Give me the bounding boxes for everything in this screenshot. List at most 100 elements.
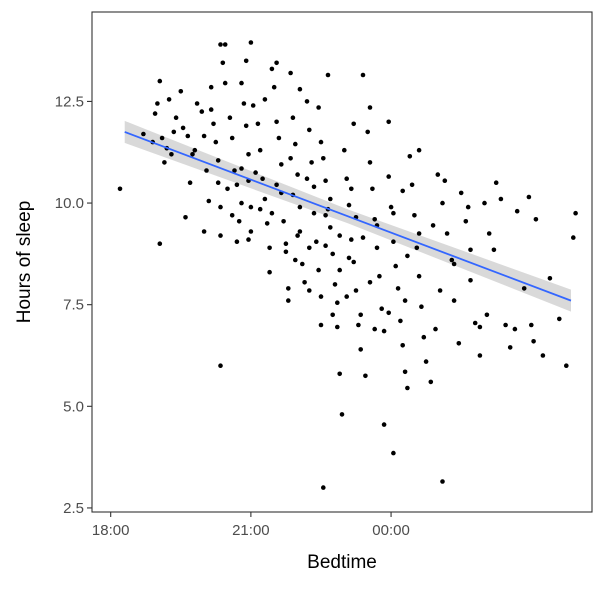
data-point (557, 316, 562, 322)
data-point (472, 320, 478, 326)
data-point (262, 196, 268, 202)
data-point (423, 359, 429, 364)
trend-line-layer (124, 131, 572, 302)
data-point (507, 345, 513, 350)
data-point (257, 147, 263, 153)
data-point (267, 269, 272, 275)
x-tick-label: 18:00 (92, 522, 130, 539)
data-point (344, 294, 350, 299)
data-point (391, 450, 396, 456)
data-point (234, 182, 240, 188)
data-point (335, 324, 340, 330)
data-point (288, 70, 293, 76)
data-point (402, 298, 408, 303)
data-point (564, 363, 569, 369)
data-point (173, 115, 179, 120)
data-point (190, 152, 195, 157)
x-axis-title: Bedtime (307, 552, 377, 573)
data-point (451, 261, 457, 267)
data-point (381, 422, 387, 427)
data-point (416, 147, 422, 153)
data-point (236, 219, 242, 224)
data-point (157, 241, 163, 246)
data-point (477, 324, 483, 330)
data-point (309, 160, 314, 165)
data-point (239, 166, 244, 171)
data-point (117, 186, 123, 192)
data-point (274, 119, 279, 125)
data-point (405, 253, 410, 259)
data-point (243, 123, 249, 129)
data-point (444, 231, 450, 236)
data-point (440, 479, 445, 484)
data-point (379, 306, 385, 312)
data-point (166, 97, 172, 102)
data-point (349, 237, 354, 242)
data-point (337, 233, 343, 238)
data-point (243, 58, 249, 64)
data-point (449, 257, 455, 263)
data-point (416, 231, 422, 236)
data-point (344, 176, 350, 181)
data-point (337, 267, 343, 273)
y-tick-label: 2.5 (63, 500, 84, 517)
data-point (405, 385, 410, 391)
data-point (400, 188, 406, 194)
data-point (328, 196, 333, 202)
y-tick-label: 7.5 (63, 297, 84, 314)
data-point (218, 363, 223, 369)
data-point (351, 121, 357, 127)
data-point (514, 208, 520, 214)
y-tick-label: 10.0 (55, 195, 84, 212)
data-point (208, 84, 214, 90)
data-point (269, 66, 275, 72)
data-point (321, 156, 326, 161)
points-layer (117, 40, 578, 490)
data-point (264, 221, 270, 226)
data-point (540, 353, 546, 358)
data-point (229, 213, 235, 218)
data-point (180, 125, 186, 131)
data-point (356, 322, 361, 328)
x-tick-label: 21:00 (232, 522, 270, 539)
data-point (349, 186, 354, 192)
data-point (199, 109, 205, 114)
data-point (185, 133, 191, 139)
data-point (458, 190, 464, 196)
data-point (215, 180, 221, 185)
data-point (521, 286, 527, 291)
data-point (358, 347, 364, 352)
data-point (468, 247, 473, 253)
data-point (531, 339, 536, 344)
data-point (433, 326, 438, 332)
data-point (482, 200, 487, 206)
data-point (335, 300, 340, 306)
data-point (141, 131, 146, 137)
data-point (414, 245, 420, 251)
data-point (323, 213, 328, 218)
data-point (222, 80, 228, 86)
data-point (229, 135, 235, 141)
data-point (248, 229, 254, 234)
data-point (257, 206, 263, 212)
data-point (456, 341, 462, 346)
data-point (491, 247, 497, 253)
data-point (430, 223, 436, 228)
data-point (386, 174, 392, 179)
data-point (484, 312, 490, 318)
data-point (295, 233, 300, 238)
data-point (307, 127, 312, 133)
data-point (395, 286, 401, 291)
data-point (337, 371, 343, 377)
data-point (367, 105, 373, 110)
data-point (246, 237, 251, 242)
data-point (328, 225, 333, 230)
data-point (493, 180, 499, 185)
data-point (269, 210, 275, 216)
data-point (512, 326, 518, 332)
data-point (351, 259, 357, 265)
data-point (391, 239, 396, 244)
data-point (416, 273, 422, 279)
data-point (194, 101, 200, 106)
data-point (374, 245, 380, 251)
